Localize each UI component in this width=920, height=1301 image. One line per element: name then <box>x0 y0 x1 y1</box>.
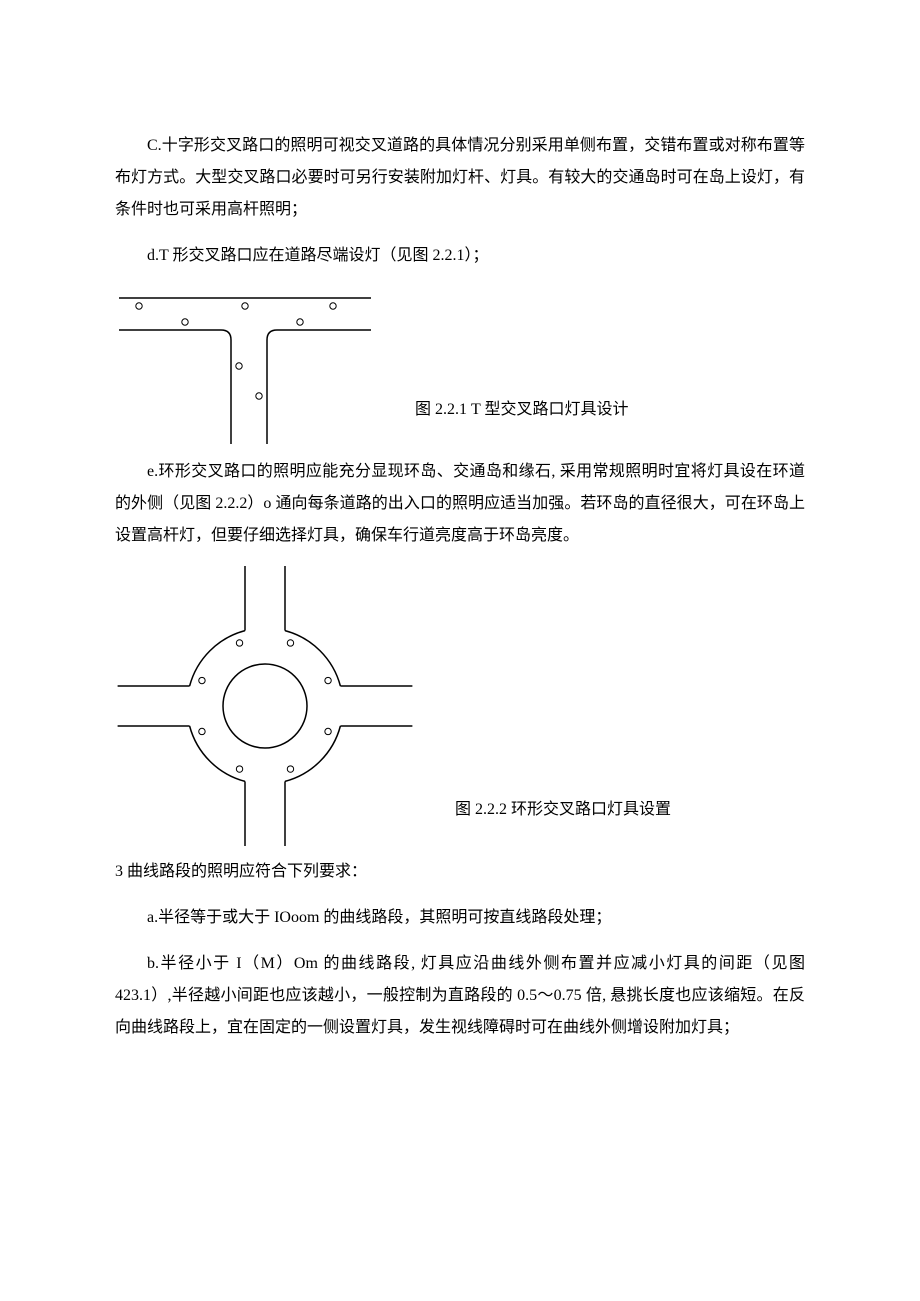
figure-2-caption: 图 2.2.2 环形交叉路口灯具设置 <box>455 794 671 826</box>
figure-1-row: 图 2.2.1 T 型交叉路口灯具设计 <box>115 286 805 446</box>
figure-1-diagram <box>115 286 375 446</box>
figure-2-diagram <box>115 566 415 846</box>
paragraph-3: 3 曲线路段的照明应符合下列要求： <box>115 856 805 888</box>
document-page: C.十字形交叉路口的照明可视交叉道路的具体情况分别采用单侧布置，交错布置或对称布… <box>0 0 920 1118</box>
paragraph-d: d.T 形交叉路口应在道路尽端设灯（见图 2.2.1）； <box>115 240 805 272</box>
paragraph-c: C.十字形交叉路口的照明可视交叉道路的具体情况分别采用单侧布置，交错布置或对称布… <box>115 130 805 226</box>
paragraph-a: a.半径等于或大于 IOoom 的曲线路段，其照明可按直线路段处理； <box>115 902 805 934</box>
figure-2-row: 图 2.2.2 环形交叉路口灯具设置 <box>115 566 805 846</box>
figure-1-caption: 图 2.2.1 T 型交叉路口灯具设计 <box>415 394 629 426</box>
paragraph-e: e.环形交叉路口的照明应能充分显现环岛、交通岛和缘石, 采用常规照明时宜将灯具设… <box>115 456 805 552</box>
paragraph-b: b.半径小于 I（M）Om 的曲线路段, 灯具应沿曲线外侧布置并应减小灯具的间距… <box>115 948 805 1044</box>
